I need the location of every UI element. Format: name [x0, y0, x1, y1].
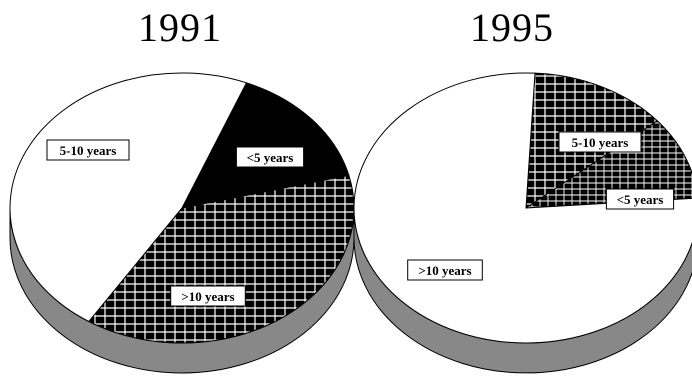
chart-title-1995: 1995: [470, 5, 554, 50]
slice-label: >10 years: [181, 289, 234, 304]
slice-label-box: <5 years: [235, 146, 305, 168]
slice-label-box: <5 years: [605, 188, 675, 210]
pie-slice-1: [524, 120, 692, 209]
slice-label: 5-10 years: [572, 135, 629, 150]
slice-label: 5-10 years: [60, 143, 117, 158]
pie-slice-2: [9, 72, 248, 323]
pie-1995: 5-10 years <5 years >10 years: [353, 72, 692, 374]
chart-title-1991: 1991: [138, 5, 222, 50]
slice-label-box: >10 years: [170, 285, 246, 307]
slice-label: <5 years: [617, 192, 664, 207]
pie-slice-0: [181, 82, 350, 209]
slice-label-box: >10 years: [407, 259, 483, 281]
pie-1991: <5 years 5-10 years >10 years: [9, 72, 355, 374]
slice-label-box: 5-10 years: [558, 131, 642, 153]
slice-label: <5 years: [247, 150, 294, 165]
slice-label-box: 5-10 years: [46, 139, 130, 161]
slice-label: >10 years: [418, 263, 471, 278]
